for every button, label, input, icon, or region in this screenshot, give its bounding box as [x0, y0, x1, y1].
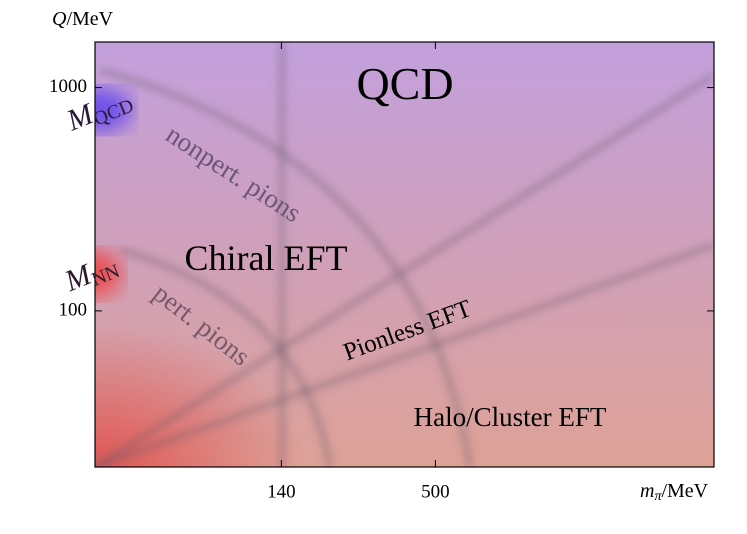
- plot-frame: [94, 41, 715, 468]
- x-tick-label: 140: [267, 481, 296, 502]
- y-axis-label: Q/MeV: [52, 8, 114, 30]
- x-tick-label: 500: [421, 481, 450, 502]
- region-label: Chiral EFT: [185, 238, 348, 278]
- y-tick-label: 100: [59, 299, 88, 320]
- region-label: QCD: [356, 58, 453, 109]
- label-text: Halo/Cluster EFT: [414, 402, 607, 432]
- label-text: Chiral EFT: [185, 238, 348, 278]
- plot-background: [95, 42, 714, 467]
- label-text: QCD: [356, 58, 453, 109]
- x-axis-label: mπ/MeV: [640, 480, 709, 505]
- region-label: Halo/Cluster EFT: [414, 402, 607, 432]
- y-tick-label: 1000: [49, 76, 87, 97]
